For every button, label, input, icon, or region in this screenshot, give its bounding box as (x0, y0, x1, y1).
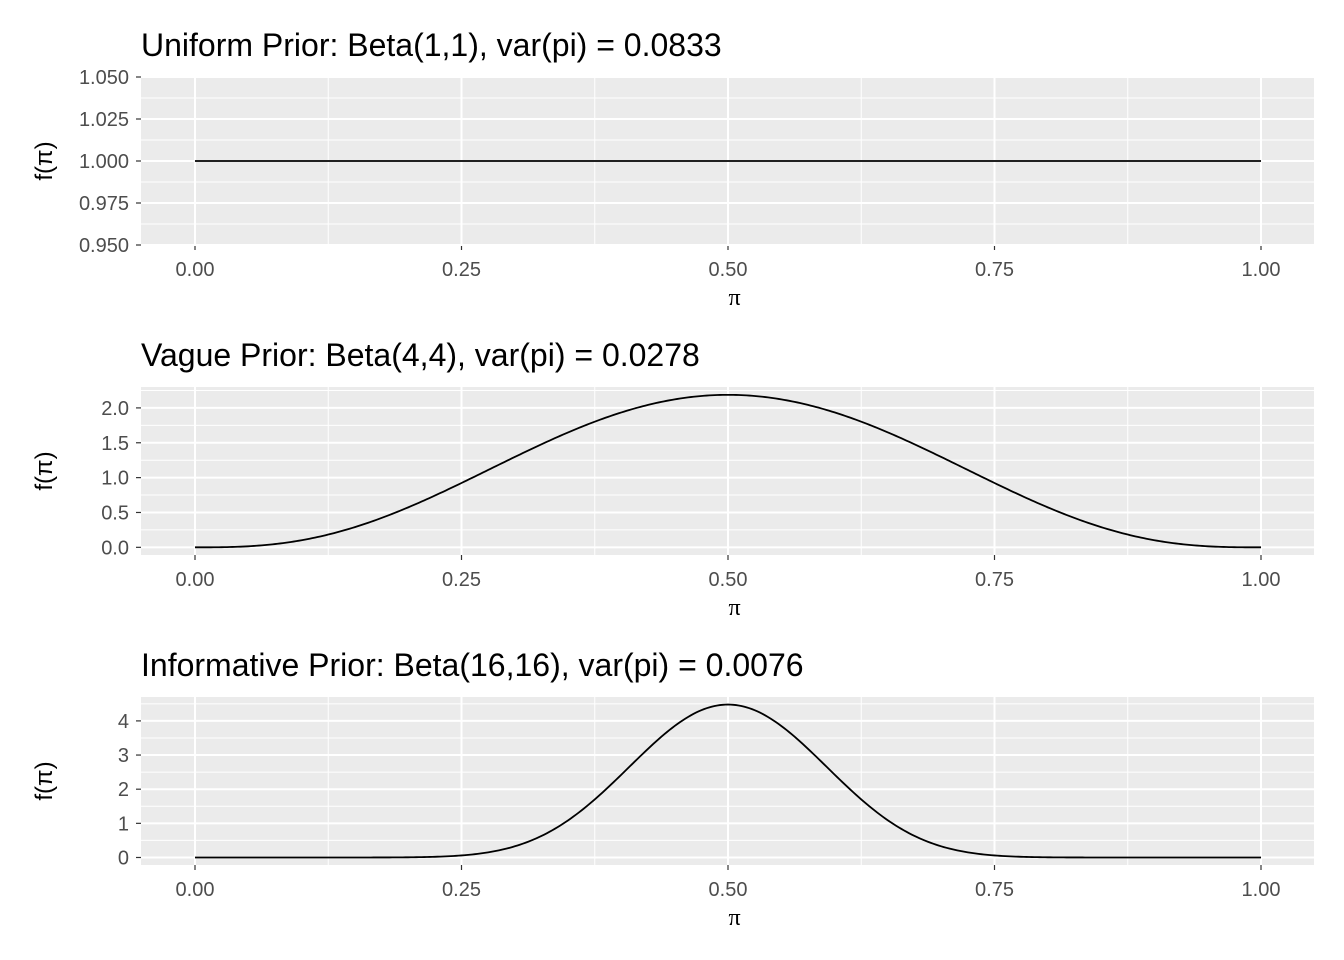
y-axis-label: f(π) (31, 451, 58, 490)
x-tick-label: 0.50 (709, 259, 748, 281)
x-tick-label: 0.75 (975, 259, 1014, 281)
x-tick-label: 0.25 (442, 569, 481, 591)
y-tick-label: 0.5 (101, 502, 129, 524)
x-tick-label: 0.00 (176, 879, 215, 901)
x-tick-label: 1.00 (1242, 259, 1281, 281)
y-tick-label: 1.000 (79, 151, 129, 173)
x-axis-label: π (728, 595, 740, 621)
x-tick-label: 0.00 (176, 259, 215, 281)
x-tick-label: 0.25 (442, 259, 481, 281)
y-tick-label: 1.025 (79, 109, 129, 131)
y-tick-label: 1 (118, 813, 129, 835)
y-tick-label: 1.050 (79, 67, 129, 89)
y-tick-label: 1.0 (101, 468, 129, 490)
x-tick-label: 1.00 (1242, 569, 1281, 591)
y-tick-label: 1.5 (101, 433, 129, 455)
y-tick-label: 0.0 (101, 537, 129, 559)
x-tick-label: 0.75 (975, 879, 1014, 901)
y-tick-label: 0.975 (79, 193, 129, 215)
density-line (195, 393, 1261, 549)
x-tick-label: 0.00 (176, 569, 215, 591)
chart-title: Vague Prior: Beta(4,4), var(pi) = 0.0278 (141, 337, 700, 373)
y-tick-label: 2.0 (101, 398, 129, 420)
x-tick-label: 0.50 (709, 879, 748, 901)
y-tick-label: 2 (118, 779, 129, 801)
chart-panel-2: Vague Prior: Beta(4,4), var(pi) = 0.0278… (31, 337, 1314, 621)
y-tick-label: 0 (118, 847, 129, 869)
y-tick-label: 4 (118, 711, 129, 733)
density-line (195, 703, 1261, 859)
y-tick-label: 0.950 (79, 235, 129, 257)
x-tick-label: 0.50 (709, 569, 748, 591)
chart-panel-1: Uniform Prior: Beta(1,1), var(pi) = 0.08… (31, 27, 1314, 311)
chart-title: Uniform Prior: Beta(1,1), var(pi) = 0.08… (141, 27, 722, 63)
x-tick-label: 0.25 (442, 879, 481, 901)
x-tick-label: 0.75 (975, 569, 1014, 591)
y-tick-label: 3 (118, 745, 129, 767)
chart-panel-3: Informative Prior: Beta(16,16), var(pi) … (31, 647, 1314, 931)
y-axis-label: f(π) (31, 761, 58, 800)
chart-title: Informative Prior: Beta(16,16), var(pi) … (141, 647, 804, 683)
x-tick-label: 1.00 (1242, 879, 1281, 901)
y-axis-label: f(π) (31, 141, 58, 180)
x-axis-label: π (728, 905, 740, 931)
x-axis-label: π (728, 285, 740, 311)
